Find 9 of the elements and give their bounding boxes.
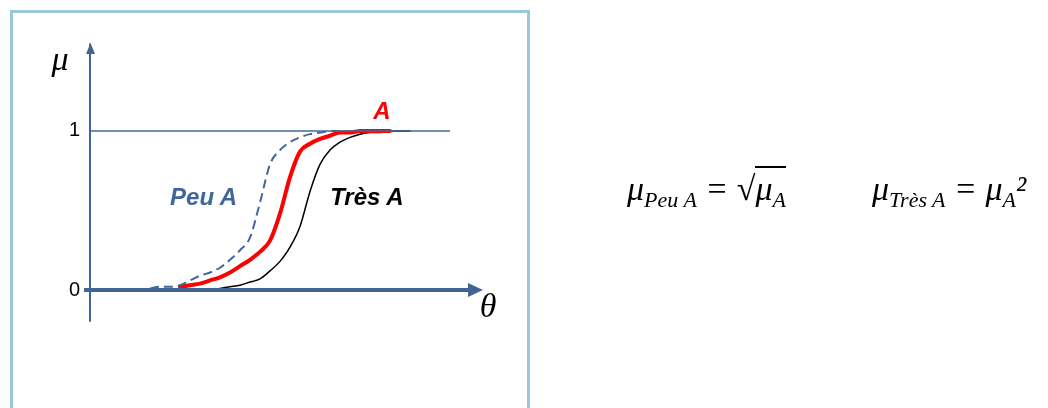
text: μ$_{Peu A}$ = √μ$_{A}$ [627,169,786,212]
text: μ$_{Très A}$ = μ$_{A}$² [872,170,1027,212]
y-axis-title: μ [50,40,69,78]
x-axis-title: θ [479,286,497,324]
series-label: Peu A [170,182,238,210]
y-tick-label: 0 [68,277,80,300]
series-label: A [372,96,391,124]
y-tick-label: 1 [68,118,80,141]
series-label: Très A [330,182,404,210]
